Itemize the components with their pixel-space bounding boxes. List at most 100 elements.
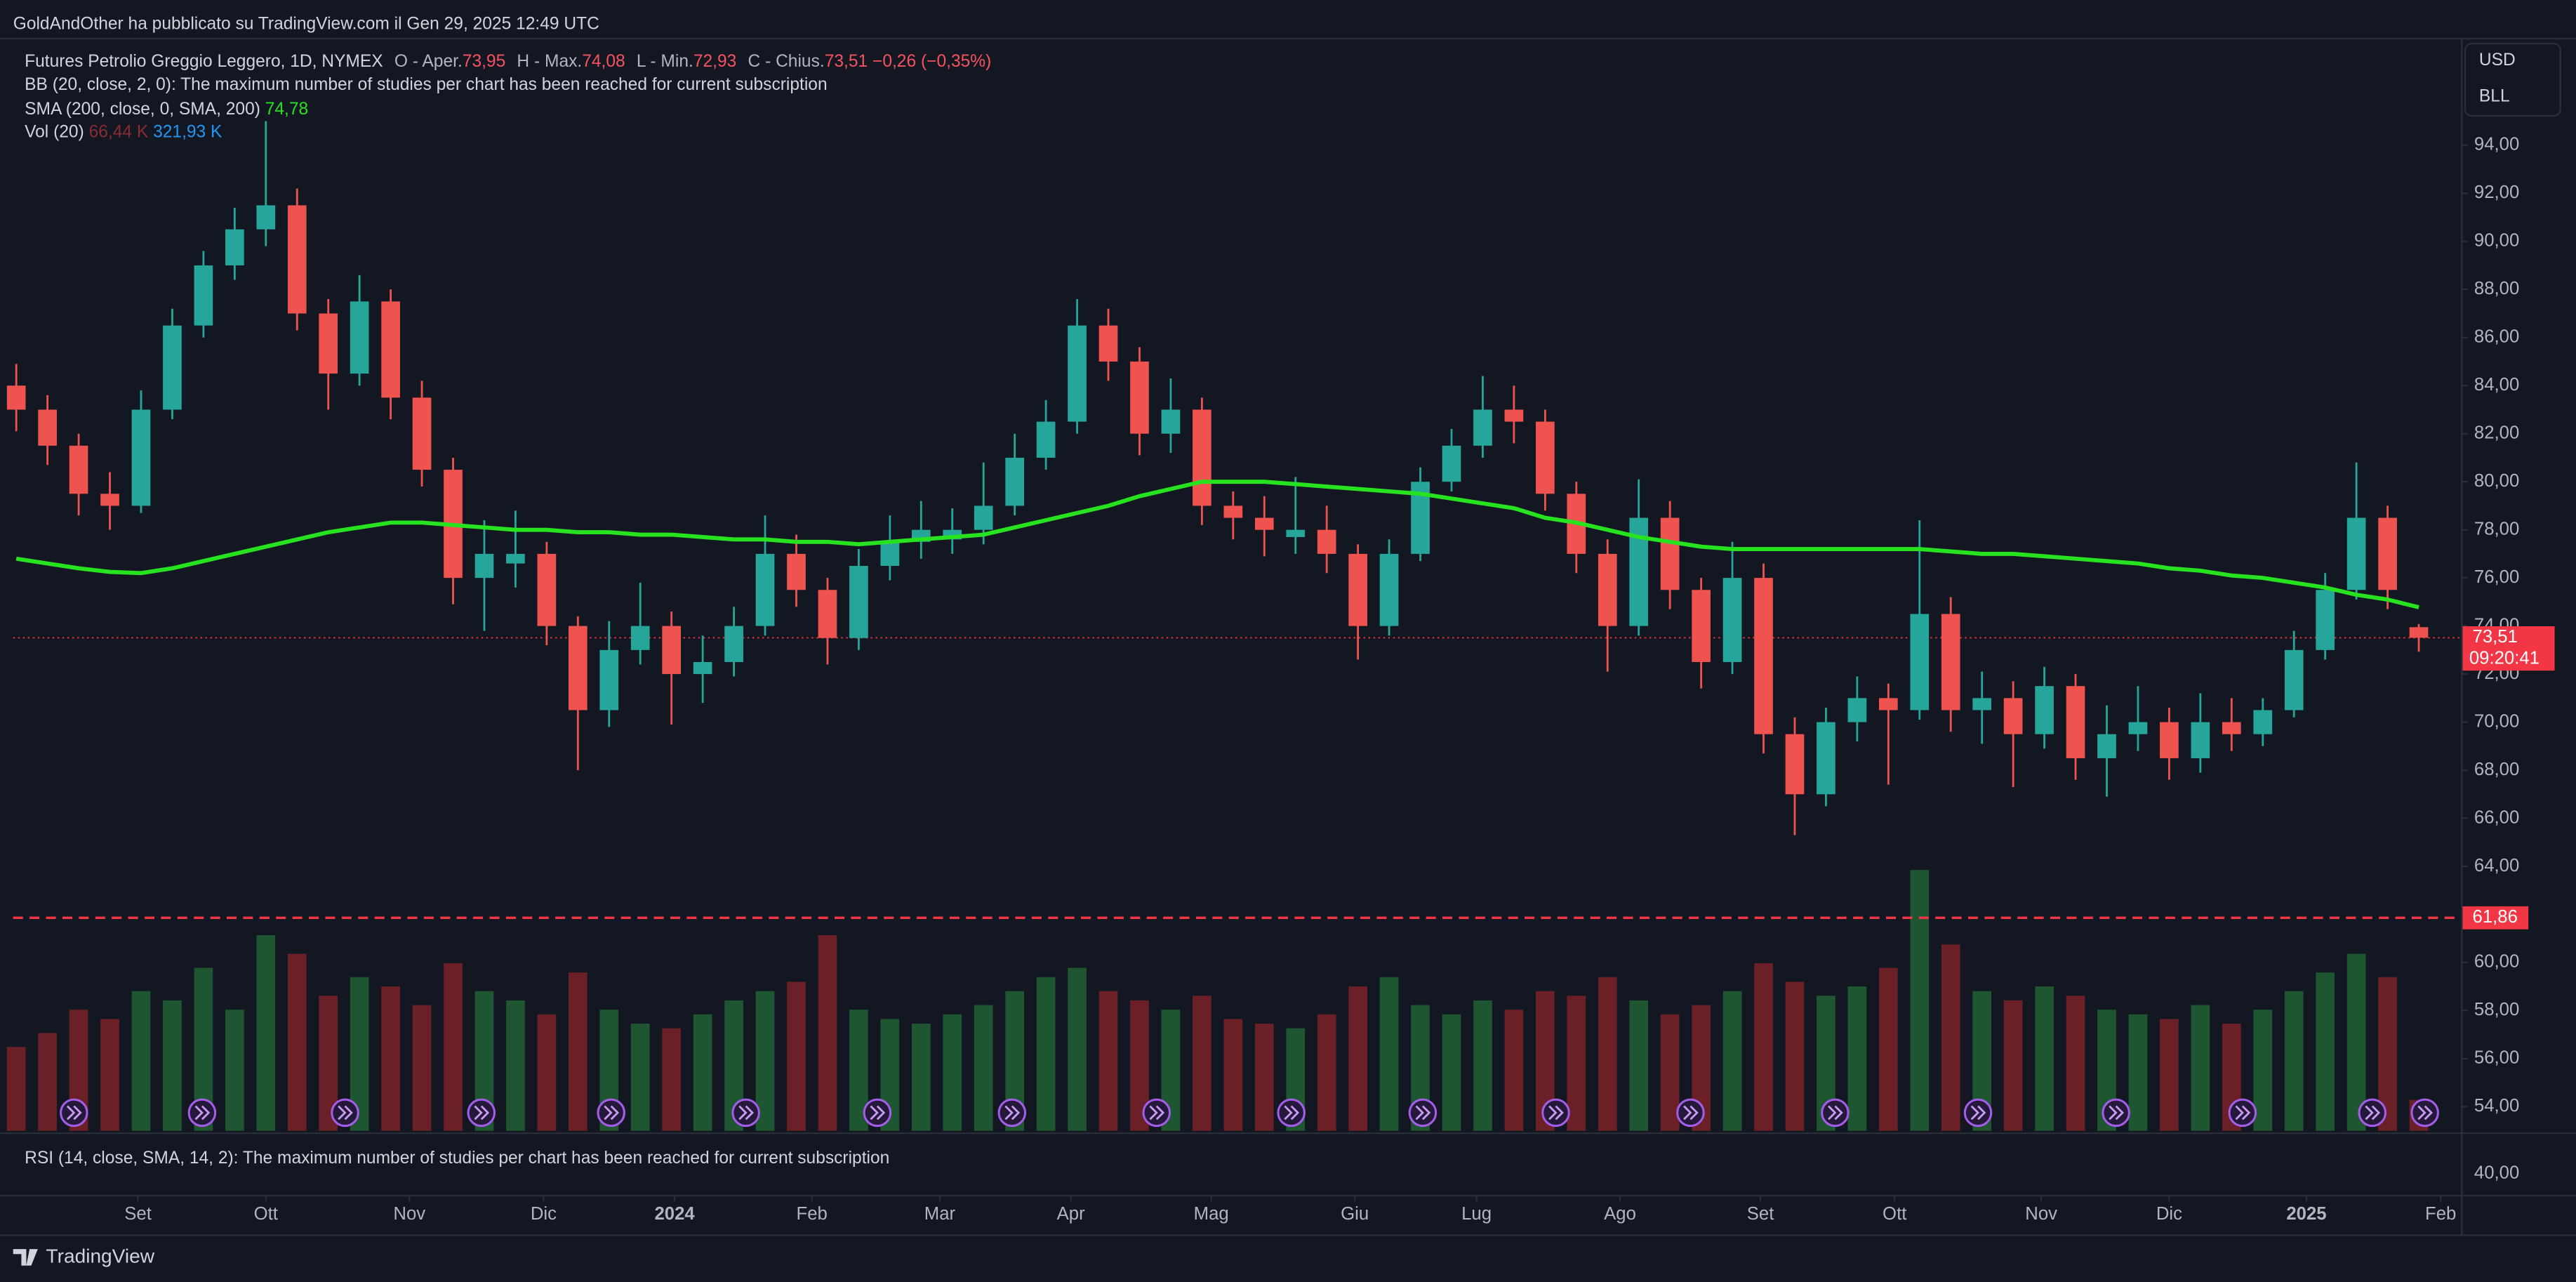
y-tick-label: 68,00 — [2474, 760, 2519, 779]
candle-body — [2378, 517, 2397, 590]
y-tick-label: 90,00 — [2474, 231, 2519, 251]
volume-bar — [2160, 1019, 2179, 1131]
volume-bar — [2003, 1000, 2023, 1131]
candle-body — [1068, 325, 1087, 422]
event-icon-glyph — [1415, 1105, 1431, 1121]
candle-body — [1878, 698, 1898, 711]
volume-bar — [1098, 991, 1118, 1131]
scale-box[interactable] — [2464, 42, 2561, 117]
event-icon-glyph — [738, 1105, 754, 1121]
countdown-label: 09:20:41 — [2469, 649, 2540, 668]
volume-bar — [381, 986, 400, 1131]
candle-body — [1379, 553, 1399, 626]
volume-bar — [1348, 986, 1367, 1131]
volume-bar — [1473, 1000, 1492, 1131]
event-icon-glyph — [474, 1105, 490, 1121]
vol-value: 66,44 K — [89, 123, 149, 142]
sma-line — [15, 480, 2419, 609]
volume-bar — [256, 935, 276, 1131]
volume-bar — [818, 935, 837, 1131]
brand-logo — [13, 1249, 38, 1266]
candle-body — [755, 553, 775, 626]
y-tick-label: 82,00 — [2474, 423, 2519, 442]
unit[interactable]: BLL — [2479, 87, 2510, 106]
y-tick-label: 92,00 — [2474, 183, 2519, 202]
candle-body — [1254, 517, 1274, 530]
y-tick-label: 64,00 — [2474, 856, 2519, 875]
currency[interactable]: USD — [2479, 51, 2516, 70]
volume-bar — [1754, 963, 1773, 1131]
y-tick-label: 66,00 — [2474, 807, 2519, 827]
event-icon-glyph — [2109, 1105, 2124, 1121]
event-icon-glyph — [66, 1105, 82, 1121]
ohlc-key: H - Max. — [517, 52, 582, 71]
volume-bar — [1847, 986, 1867, 1131]
volume-bar — [787, 982, 806, 1131]
ohlc-value: 73,95 — [463, 52, 505, 71]
candle-body — [1972, 698, 1992, 711]
level-label: 61,86 — [2473, 907, 2518, 927]
volume-bar — [662, 1028, 682, 1131]
x-tick-label: Set — [1747, 1204, 1774, 1224]
volume-bar — [1193, 996, 1211, 1131]
sma-value: 74,78 — [265, 100, 308, 119]
candle-body — [225, 229, 244, 266]
candle-body — [1286, 529, 1306, 537]
x-tick-label: Dic — [2156, 1204, 2182, 1224]
candle-body — [1660, 517, 1680, 590]
ohlc-value: 72,93 — [693, 52, 736, 71]
volume-bar — [412, 1005, 432, 1131]
candle-body — [599, 649, 619, 711]
last-price-label: 73,51 — [2473, 627, 2518, 647]
y-tick-label: 84,00 — [2474, 375, 2519, 395]
y-tick-label: 78,00 — [2474, 519, 2519, 538]
volume-bar — [6, 1047, 26, 1131]
rsi-tick-label: 40,00 — [2474, 1163, 2519, 1182]
ohlc-key: O - Aper. — [394, 52, 463, 71]
candle-body — [2191, 722, 2210, 758]
ohlc-value: 73,51 — [825, 52, 868, 71]
volume-bar — [444, 963, 463, 1131]
x-tick-label: Ago — [1604, 1204, 1636, 1224]
symbol: Futures Petrolio Greggio Leggero, 1D, NY… — [25, 52, 383, 71]
candle-body — [474, 553, 494, 579]
change: −0,26 (−0,35%) — [872, 52, 991, 71]
x-tick-label: 2024 — [655, 1204, 696, 1224]
vol-legend: Vol (20) 66,44 K 321,93 K — [25, 123, 223, 142]
x-tick-label: Lug — [1461, 1204, 1492, 1224]
volume-bar — [1223, 1019, 1243, 1131]
event-icon-glyph — [1970, 1105, 1986, 1121]
logo-mark — [13, 1249, 38, 1266]
volume-bar — [1878, 967, 1898, 1131]
candle-body — [1130, 361, 1149, 434]
x-tick-label: Ott — [1883, 1204, 1906, 1224]
volume-bar — [1785, 982, 1805, 1131]
candle-body — [2097, 734, 2116, 758]
x-tick-label: Nov — [393, 1204, 425, 1224]
candle-body — [1536, 421, 1555, 494]
volume-bar — [1254, 1024, 1274, 1131]
x-tick-label: Apr — [1057, 1204, 1085, 1224]
volume-bar — [2284, 991, 2304, 1131]
y-tick-label: 80,00 — [2474, 471, 2519, 491]
event-icon-glyph — [1284, 1105, 1300, 1121]
volume-bar — [1379, 977, 1399, 1131]
candle-body — [2316, 590, 2335, 650]
volume-bar — [506, 1000, 525, 1131]
event-icon-glyph — [1004, 1105, 1021, 1121]
published-note: GoldAndOther ha pubblicato su TradingVie… — [13, 15, 599, 34]
x-tick-label: 2025 — [2286, 1204, 2326, 1224]
candle-body — [381, 301, 400, 398]
volume-bar — [1941, 944, 1960, 1131]
volume-bar — [974, 1005, 993, 1131]
candle-body — [2346, 517, 2366, 590]
candle-body — [1941, 614, 1960, 711]
event-icon-glyph — [338, 1105, 353, 1121]
volume-bar — [2128, 1014, 2148, 1131]
volume-bar — [2316, 972, 2335, 1131]
volume-bar — [1068, 967, 1087, 1131]
event-icon-glyph — [194, 1105, 211, 1121]
volume-bar — [163, 1000, 182, 1131]
vol-label: Vol (20) — [25, 123, 84, 142]
candle-body — [662, 626, 682, 675]
